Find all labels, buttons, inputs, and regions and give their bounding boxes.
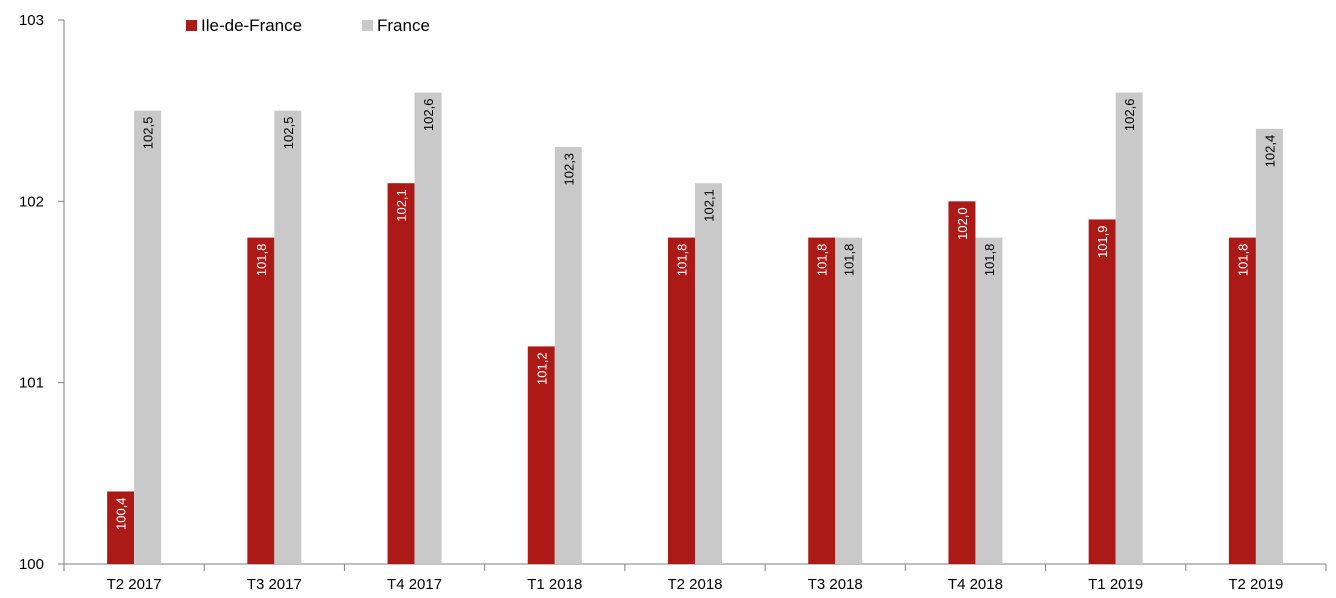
bar-ile-de-france	[387, 183, 415, 564]
bar-france	[1115, 92, 1143, 565]
bar-france	[414, 92, 442, 565]
bar-ile-de-france	[107, 491, 135, 564]
data-label: 101,8	[675, 244, 690, 277]
legend-swatch	[362, 20, 373, 31]
data-label: 102,6	[421, 99, 436, 132]
bar-ile-de-france	[247, 237, 275, 564]
bar-ile-de-france	[668, 237, 695, 564]
data-label: 101,8	[982, 244, 997, 277]
y-tick-label: 102	[19, 193, 44, 210]
bar-france	[554, 146, 582, 564]
data-label: 101,2	[534, 352, 549, 385]
bar-ile-de-france	[527, 346, 555, 564]
bar-france	[975, 237, 1003, 564]
data-label: 101,8	[254, 244, 269, 277]
x-category-label: T2 2018	[667, 576, 722, 593]
data-label: 101,8	[842, 244, 857, 277]
bar-france	[695, 183, 722, 564]
legend-label: Ile-de-France	[201, 16, 302, 35]
data-label: 101,9	[1095, 225, 1110, 258]
x-category-label: T3 2017	[247, 576, 302, 593]
bar-france	[134, 110, 162, 565]
bar-ile-de-france	[1088, 219, 1116, 564]
bar-france	[274, 110, 302, 565]
data-label: 102,3	[561, 153, 576, 186]
data-label: 102,1	[702, 189, 717, 222]
data-label: 102,0	[955, 207, 970, 240]
x-category-label: T1 2018	[527, 576, 582, 593]
data-label: 101,8	[815, 244, 830, 277]
data-label: 101,8	[1235, 244, 1250, 277]
data-label: 100,4	[114, 497, 129, 530]
bar-ile-de-france	[1228, 237, 1256, 564]
x-category-label: T4 2018	[948, 576, 1003, 593]
x-category-label: T1 2019	[1088, 576, 1143, 593]
x-category-label: T4 2017	[387, 576, 442, 593]
bar-france	[835, 237, 863, 564]
data-label: 102,6	[1122, 99, 1137, 132]
x-category-label: T3 2018	[808, 576, 863, 593]
bar-france	[1255, 128, 1283, 565]
data-label: 102,5	[281, 117, 296, 150]
data-label: 102,4	[1262, 135, 1277, 168]
bar-ile-de-france	[948, 201, 976, 565]
legend-swatch	[186, 20, 197, 31]
data-label: 102,1	[394, 189, 409, 222]
data-label: 102,5	[141, 117, 156, 150]
legend-label: France	[377, 16, 430, 35]
x-category-label: T2 2019	[1228, 576, 1283, 593]
bar-ile-de-france	[808, 237, 836, 564]
y-tick-label: 100	[19, 556, 44, 573]
y-tick-label: 103	[19, 12, 44, 29]
y-tick-label: 101	[19, 375, 44, 392]
x-category-label: T2 2017	[107, 576, 162, 593]
